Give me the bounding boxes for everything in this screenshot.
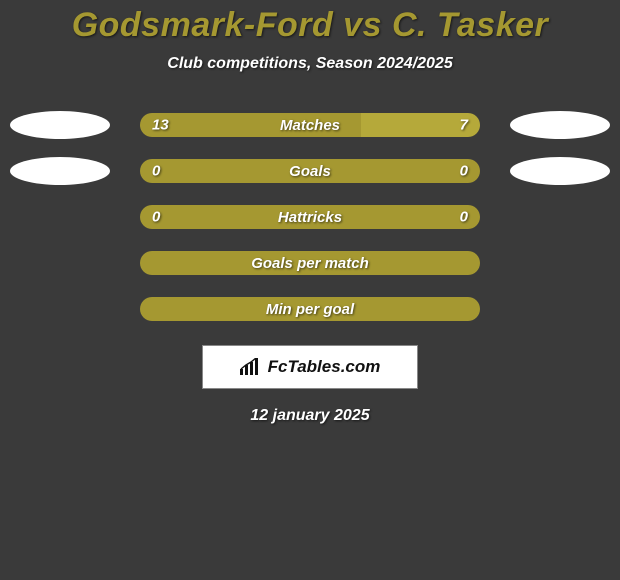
bar-segment-left [140, 251, 310, 275]
bar-segment-right [310, 297, 480, 321]
bar-chart-icon [240, 358, 262, 376]
brand-label: FcTables.com [268, 357, 381, 377]
player-right-oval [510, 157, 610, 185]
generation-date: 12 january 2025 [250, 407, 369, 425]
stat-row: Min per goal [0, 297, 620, 321]
bar-segment-left [140, 113, 361, 137]
stat-bar: 0Hattricks0 [140, 205, 480, 229]
stat-bar: 0Goals0 [140, 159, 480, 183]
bar-segment-right [310, 205, 480, 229]
stat-row: 0Goals0 [0, 159, 620, 183]
player-right-oval [510, 111, 610, 139]
bar-segment-right [361, 113, 480, 137]
stat-rows: 13Matches7 0Goals0 0Hattricks0 Goals per ma… [0, 113, 620, 321]
stat-row: 0Hattricks0 [0, 205, 620, 229]
bar-segment-right [310, 159, 480, 183]
stat-row: Goals per match [0, 251, 620, 275]
page-subtitle: Club competitions, Season 2024/2025 [167, 55, 452, 73]
brand-badge: FcTables.com [202, 345, 418, 389]
bar-segment-right [310, 251, 480, 275]
stat-row: 13Matches7 [0, 113, 620, 137]
stat-bar: 13Matches7 [140, 113, 480, 137]
page-title: Godsmark-Ford vs C. Tasker [72, 6, 549, 45]
player-left-oval [10, 157, 110, 185]
bar-segment-left [140, 205, 310, 229]
bar-segment-left [140, 297, 310, 321]
comparison-infographic: Godsmark-Ford vs C. Tasker Club competit… [0, 0, 620, 580]
stat-bar: Goals per match [140, 251, 480, 275]
stat-bar: Min per goal [140, 297, 480, 321]
player-left-oval [10, 111, 110, 139]
bar-segment-left [140, 159, 310, 183]
